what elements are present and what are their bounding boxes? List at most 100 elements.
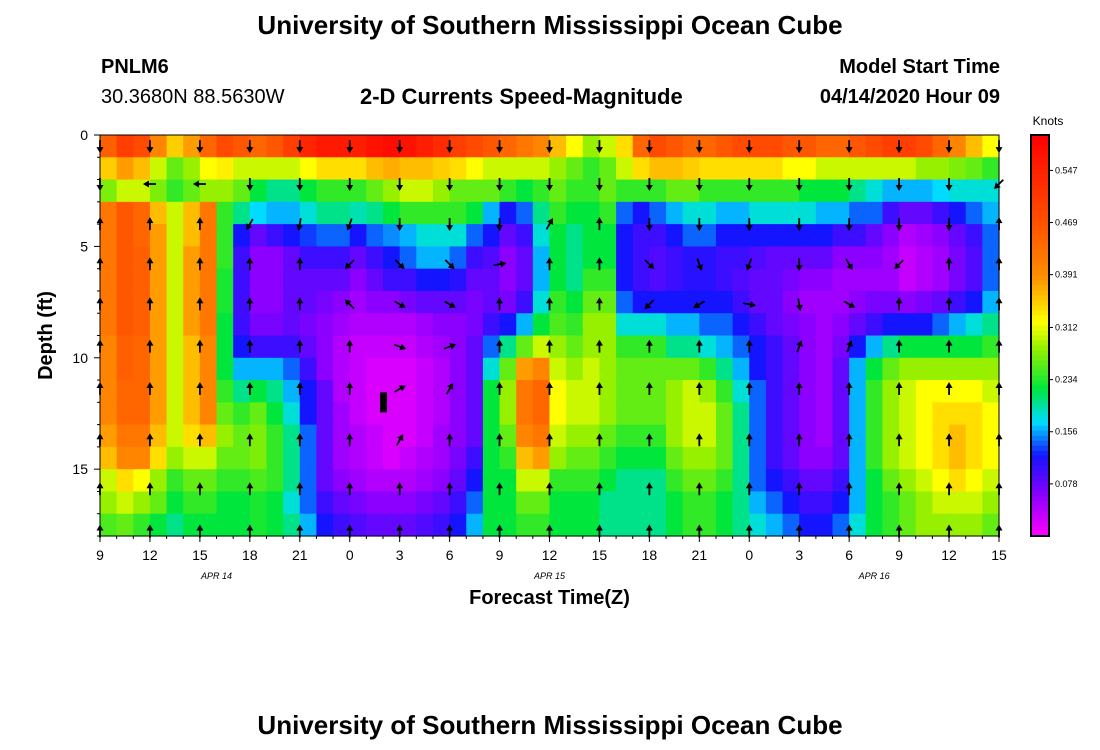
heatmap-cell xyxy=(699,179,717,203)
heatmap-cell xyxy=(715,335,734,359)
heatmap-cell xyxy=(532,135,551,158)
current-arrow xyxy=(595,433,603,447)
current-arrow xyxy=(795,140,803,154)
arrow-head xyxy=(546,218,554,225)
heatmap-cell xyxy=(899,424,917,448)
heatmap-cell xyxy=(649,357,667,381)
heatmap-cell xyxy=(982,402,1000,426)
heatmap-cell xyxy=(199,224,218,247)
heatmap-cell xyxy=(482,313,501,337)
heatmap-cell xyxy=(865,424,884,448)
heatmap-cell xyxy=(599,290,617,314)
heatmap-cell xyxy=(299,335,318,359)
heatmap-cell xyxy=(333,513,351,537)
heatmap-cell xyxy=(882,224,900,247)
arrow-head xyxy=(346,482,354,489)
heatmap-cell xyxy=(965,313,983,337)
heatmap-cell xyxy=(815,357,834,381)
heatmap-cell xyxy=(616,246,634,270)
colorbar-segment xyxy=(1031,485,1049,492)
heatmap-cell xyxy=(249,179,268,203)
heatmap-cell xyxy=(782,157,800,181)
heatmap-cell xyxy=(799,380,817,403)
heatmap-cell xyxy=(749,246,767,270)
heatmap-cell xyxy=(149,335,168,359)
heatmap-cell xyxy=(449,491,467,515)
colorbar-segment xyxy=(1031,355,1049,362)
heatmap-cell xyxy=(915,157,934,181)
colorbar-segment xyxy=(1031,430,1049,437)
heatmap-cell xyxy=(316,268,334,292)
heatmap-cell xyxy=(549,157,567,181)
heatmap-cell xyxy=(699,357,717,381)
heatmap-cell xyxy=(749,179,767,203)
heatmap-cell xyxy=(599,469,617,493)
heatmap-cell xyxy=(549,335,567,359)
heatmap-cell xyxy=(715,402,734,426)
heatmap-cell xyxy=(715,179,734,203)
heatmap-cell xyxy=(199,335,218,359)
heatmap-cell xyxy=(349,513,367,537)
heatmap-cell xyxy=(366,201,384,225)
heatmap-cell xyxy=(582,135,601,158)
arrow-head xyxy=(296,482,304,489)
heatmap-cell xyxy=(532,268,551,292)
heatmap-cell xyxy=(233,135,251,158)
current-arrow xyxy=(945,339,953,353)
heatmap-cell xyxy=(149,224,168,247)
heatmap-cell xyxy=(316,135,334,158)
heatmap-cell xyxy=(765,335,784,359)
x-tick-label: 9 xyxy=(496,547,504,563)
x-tick-label: 18 xyxy=(642,547,658,563)
arrow-head xyxy=(196,524,204,531)
heatmap-cell xyxy=(516,290,534,314)
heatmap-cell xyxy=(732,201,750,225)
heatmap-cell xyxy=(216,513,234,537)
heatmap-cell xyxy=(732,313,750,337)
arrow-head xyxy=(645,482,653,489)
heatmap-cell xyxy=(166,446,184,470)
heatmap-cell xyxy=(715,246,734,270)
heatmap-cell xyxy=(649,446,667,470)
heatmap-cell xyxy=(666,446,684,470)
heatmap-cell xyxy=(100,513,118,537)
arrow-head xyxy=(246,257,254,264)
heatmap-cell xyxy=(432,135,451,158)
current-arrow xyxy=(546,433,553,447)
current-arrow xyxy=(945,218,953,232)
heatmap-cell xyxy=(216,469,234,493)
current-speed-chart: 9 12 15 18 21 0 3 6 9 12 15 18 21 0 3 6 9 12 15 APR 14 APR 1… xyxy=(35,114,1078,609)
heatmap-cell xyxy=(782,424,800,448)
arrow-head xyxy=(895,225,903,232)
heatmap-cell xyxy=(416,357,434,381)
heatmap-cell xyxy=(899,224,917,247)
y-axis-label: Depth (ft) xyxy=(35,291,57,380)
heatmap-cell xyxy=(715,135,734,158)
heatmap-cell xyxy=(116,313,134,337)
arrow-head xyxy=(945,339,953,346)
current-arrow xyxy=(644,299,655,310)
heatmap-cell xyxy=(582,402,601,426)
heatmap-cell xyxy=(932,313,950,337)
heatmap-cell xyxy=(982,313,1000,337)
colorbar-segment xyxy=(1031,205,1049,211)
heatmap-cell xyxy=(865,469,884,493)
heatmap-cell xyxy=(333,157,351,181)
heatmap-cell xyxy=(765,201,784,225)
heatmap-cell xyxy=(649,313,667,337)
heatmap-cell xyxy=(566,157,584,181)
heatmap-cell xyxy=(682,446,700,470)
heatmap-cell xyxy=(715,224,734,247)
colorbar-segment xyxy=(1031,470,1049,477)
current-arrow xyxy=(396,482,404,496)
heatmap-cell xyxy=(133,357,151,381)
heatmap-cell xyxy=(782,201,800,225)
heatmap-cell xyxy=(316,201,334,225)
heatmap-cell xyxy=(516,313,534,337)
heatmap-cell xyxy=(765,402,784,426)
heatmap-cell xyxy=(299,201,318,225)
arrow-head xyxy=(845,147,853,154)
heatmap-cell xyxy=(149,424,168,448)
arrow-head xyxy=(695,225,703,232)
arrow-head xyxy=(396,524,404,531)
